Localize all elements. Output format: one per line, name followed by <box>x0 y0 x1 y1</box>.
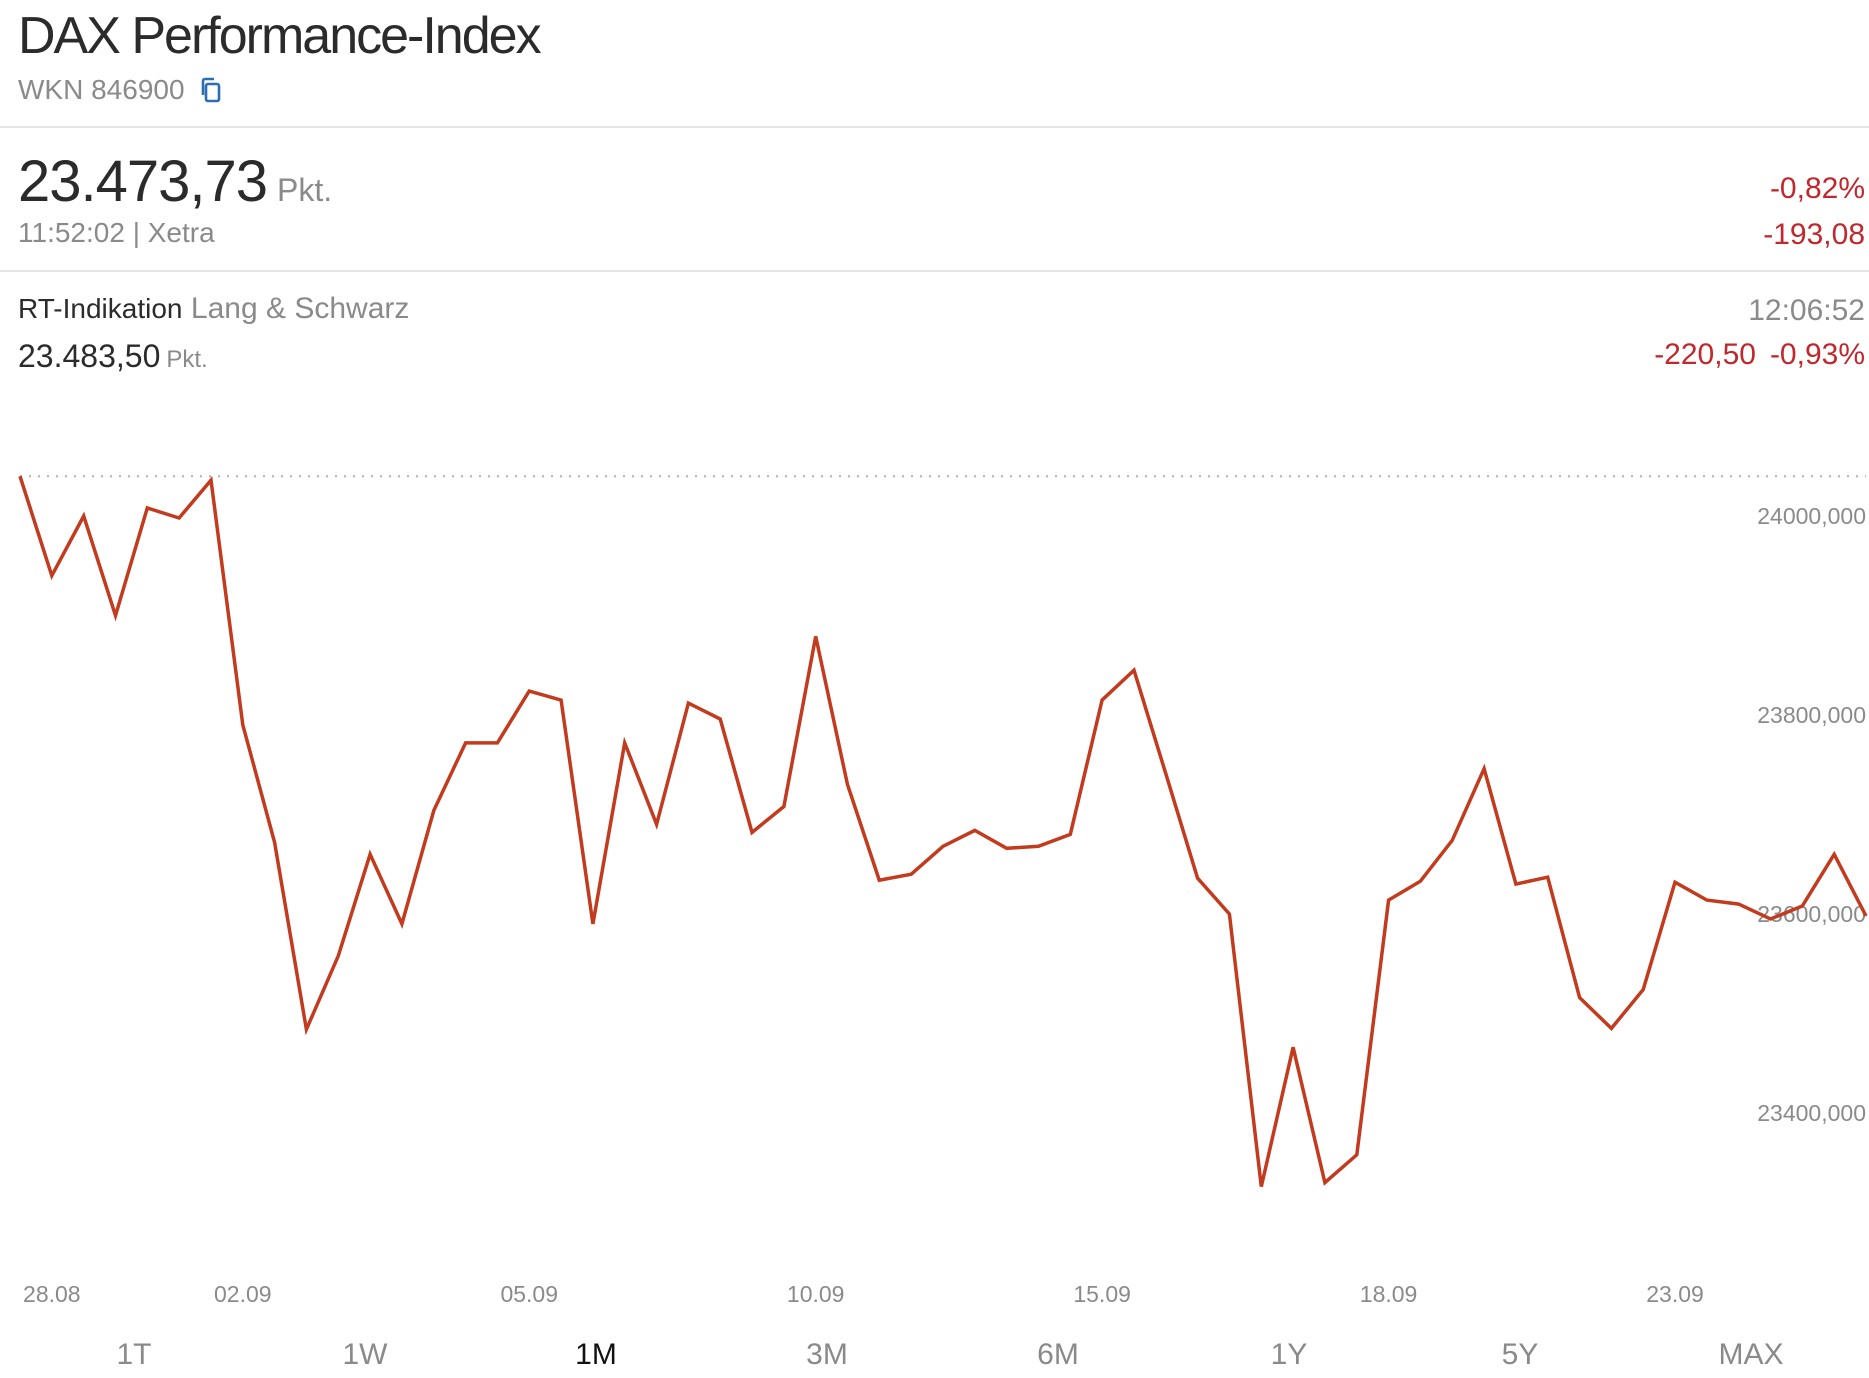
range-button-3m[interactable]: 3M <box>806 1338 848 1371</box>
quote-block: 23.473,73 Pkt. 11:52:02 | Xetra <box>18 148 332 249</box>
y-tick-label: 23400,000 <box>1757 1100 1866 1126</box>
x-tick-label: 28.08 <box>23 1281 81 1307</box>
y-tick-label: 24000,000 <box>1757 503 1866 529</box>
realtime-provider[interactable]: Lang & Schwarz <box>190 292 410 325</box>
range-button-max[interactable]: MAX <box>1718 1338 1784 1371</box>
price-unit: Pkt. <box>277 172 333 208</box>
quote-change: -0,82% -193,08 <box>1763 166 1865 258</box>
range-button-1m[interactable]: 1M <box>575 1338 617 1371</box>
y-tick-label: 23600,000 <box>1757 901 1866 927</box>
x-tick-label: 18.09 <box>1360 1281 1418 1307</box>
realtime-unit: Pkt. <box>166 346 208 373</box>
realtime-change-percent: -0,93% <box>1769 338 1865 371</box>
range-button-5y[interactable]: 5Y <box>1501 1338 1539 1371</box>
range-button-1w[interactable]: 1W <box>342 1338 388 1371</box>
x-tick-label: 05.09 <box>500 1281 558 1307</box>
range-button-1y[interactable]: 1Y <box>1270 1338 1308 1371</box>
page-title: DAX Performance-Index <box>18 7 542 65</box>
range-selector: 1T 1W 1M 3M 6M 1Y 5Y MAX <box>0 1338 1869 1378</box>
realtime-time: 12:06:52 <box>1748 294 1865 327</box>
realtime-change-absolute: -220,50 <box>1654 338 1756 371</box>
header-divider <box>0 126 1869 128</box>
range-button-1t[interactable]: 1T <box>116 1338 152 1371</box>
last-price: 23.473,73 <box>18 149 268 214</box>
range-button-6m[interactable]: 6M <box>1037 1338 1079 1371</box>
quote-time-exchange: 11:52:02 | Xetra <box>18 217 215 248</box>
y-tick-label: 23800,000 <box>1757 702 1866 728</box>
change-percent: -0,82% <box>1769 172 1865 205</box>
realtime-stats: 12:06:52 -220,50 -0,93% <box>1654 294 1865 372</box>
quote-divider <box>0 270 1869 272</box>
change-absolute: -193,08 <box>1763 218 1865 251</box>
x-tick-label: 10.09 <box>787 1281 845 1307</box>
x-tick-label: 23.09 <box>1646 1281 1704 1307</box>
copy-icon[interactable] <box>199 76 223 104</box>
realtime-label: RT-Indikation <box>18 293 183 324</box>
x-tick-label: 02.09 <box>214 1281 272 1307</box>
realtime-block: RT-Indikation Lang & Schwarz 23.483,50 Pk… <box>18 292 409 375</box>
price-chart[interactable]: 24000,000 23800,000 23600,000 23400,000 28.… <box>0 440 1869 1320</box>
realtime-price: 23.483,50 <box>18 338 161 374</box>
wkn-row: WKN 846900 <box>18 74 1848 106</box>
price-line[interactable] <box>18 475 1868 1187</box>
wkn-label: WKN 846900 <box>18 74 185 105</box>
x-tick-label: 15.09 <box>1073 1281 1131 1307</box>
instrument-header: DAX Performance-Index WKN 846900 <box>18 0 1848 106</box>
